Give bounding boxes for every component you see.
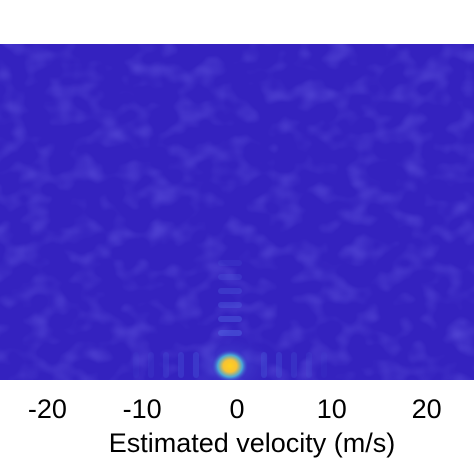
x-tick-label: 20 — [412, 394, 442, 424]
sidelobe — [218, 274, 242, 280]
x-tick-labels: -20 -10 0 10 20 — [28, 394, 442, 424]
x-tick-label: 0 — [229, 394, 244, 424]
sidelobe — [218, 302, 242, 308]
sidelobe — [218, 288, 242, 294]
sidelobe — [321, 352, 327, 378]
sidelobe — [291, 352, 297, 378]
sidelobe — [178, 352, 184, 378]
x-axis-label: Estimated velocity (m/s) — [109, 428, 396, 458]
heatmap-plot-area — [0, 44, 474, 380]
x-tick-label: -10 — [123, 394, 162, 424]
heatmap — [0, 44, 474, 380]
peak-spot — [211, 349, 249, 380]
x-tick-label: 10 — [317, 394, 347, 424]
x-tick-label: -20 — [28, 394, 67, 424]
sidelobe — [133, 352, 139, 378]
sidelobe — [163, 352, 169, 378]
sidelobe — [218, 316, 242, 322]
sidelobe — [276, 352, 282, 378]
sidelobe — [218, 260, 242, 266]
sidelobe — [148, 352, 154, 378]
sidelobe — [306, 352, 312, 378]
heatmap-texture — [0, 44, 474, 380]
